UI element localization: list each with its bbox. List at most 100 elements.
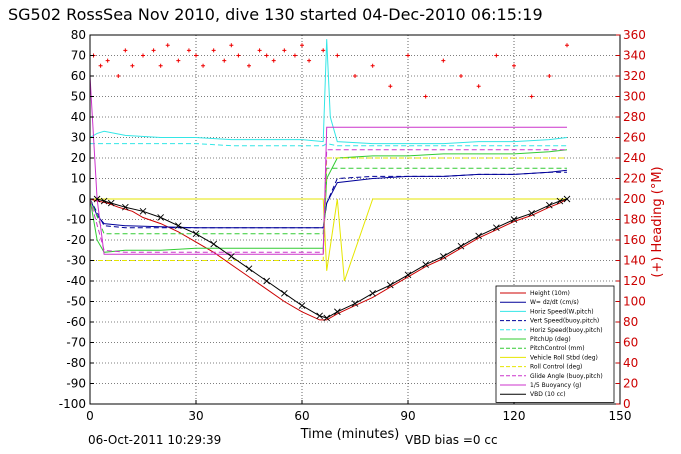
legend-label: PitchControl (mm) xyxy=(530,345,585,352)
heading-point xyxy=(151,48,156,53)
heading-point xyxy=(547,74,552,78)
series-vert-speed-buoy-pitch xyxy=(89,171,567,229)
vbd-marker xyxy=(316,312,323,320)
vbd-marker xyxy=(369,289,376,297)
vbd-marker xyxy=(556,197,564,205)
vbd-marker xyxy=(93,195,101,203)
x-tick-label: 150 xyxy=(609,409,632,423)
heading-point xyxy=(388,84,393,89)
heading-point xyxy=(512,63,516,68)
y-tick-label: -20 xyxy=(66,233,86,247)
legend-label: PitchUp (deg) xyxy=(530,336,571,343)
y-axis-label-right: (+) Heading (°M) xyxy=(650,166,665,277)
vbd-marker xyxy=(440,253,447,260)
vbd-marker xyxy=(139,207,147,215)
heading-point xyxy=(165,43,170,48)
vbd-marker xyxy=(100,197,108,205)
legend-label: Vehicle Roll Stbd (deg) xyxy=(530,354,598,361)
vbd-marker xyxy=(351,300,359,307)
heading-point xyxy=(222,58,227,63)
vbd-marker xyxy=(493,224,500,232)
chart-title: SG502 RossSea Nov 2010, dive 130 started… xyxy=(8,5,543,24)
y-tick-label: -60 xyxy=(66,315,86,329)
heading-point xyxy=(201,63,206,68)
vbd-marker xyxy=(475,232,482,240)
heading-point xyxy=(406,53,410,58)
heading-point xyxy=(211,48,216,53)
heading-point xyxy=(370,63,375,68)
y-tick-label: -90 xyxy=(66,377,86,391)
heading-point xyxy=(257,48,262,53)
y-tick-label: 60 xyxy=(71,69,86,83)
vbd-marker xyxy=(563,195,571,203)
y-right-tick-label: 60 xyxy=(623,336,638,350)
x-tick-label: 60 xyxy=(294,409,309,423)
y-right-tick-label: 240 xyxy=(623,151,646,165)
vbd-marker xyxy=(298,302,306,309)
y-tick-label: -40 xyxy=(66,274,86,288)
y-right-tick-label: 200 xyxy=(623,192,646,206)
heading-point xyxy=(186,48,191,53)
heading-point xyxy=(494,53,499,58)
vbd-marker xyxy=(228,253,235,260)
vbd-marker xyxy=(263,277,270,285)
y-right-tick-label: 80 xyxy=(623,315,638,329)
heading-point xyxy=(307,58,312,63)
y-tick-label: 50 xyxy=(71,90,86,104)
heading-point xyxy=(176,58,181,63)
vbd-marker xyxy=(210,240,217,248)
legend-box xyxy=(495,285,615,403)
y-right-tick-label: 0 xyxy=(623,397,631,411)
y-tick-label: 80 xyxy=(71,28,86,42)
series-height-10m xyxy=(89,198,568,321)
x-tick-label: 30 xyxy=(188,409,203,423)
y-tick-label: 0 xyxy=(78,192,86,206)
heading-point xyxy=(292,53,297,58)
legend-label: W= dz/dt (cm/s) xyxy=(530,299,579,306)
legend-label: Roll Control (deg) xyxy=(530,364,582,371)
footer-timestamp: 06-Oct-2011 10:29:39 xyxy=(88,433,221,447)
vbd-marker xyxy=(404,271,412,279)
heading-point xyxy=(565,43,569,48)
heading-point xyxy=(321,48,326,53)
y-right-tick-label: 100 xyxy=(623,295,646,309)
y-right-tick-label: 160 xyxy=(623,233,646,247)
y-right-tick-label: 300 xyxy=(623,90,646,104)
y-tick-label: -100 xyxy=(59,397,86,411)
legend-label: Height (10m) xyxy=(530,290,570,297)
y-right-tick-label: 20 xyxy=(623,377,638,391)
heading-point xyxy=(529,94,534,99)
heading-point xyxy=(130,63,135,68)
legend-label: VBD (10 cc) xyxy=(530,391,566,398)
heading-point xyxy=(229,43,234,48)
y-tick-label: 70 xyxy=(71,49,86,63)
legend-label: Horiz Speed(buoy,pitch) xyxy=(530,327,603,334)
heading-point xyxy=(123,48,128,53)
heading-point xyxy=(282,48,287,53)
legend-label: Horiz Speed(W,pitch) xyxy=(530,308,594,315)
y-right-tick-label: 180 xyxy=(623,213,646,227)
legend-label: 1/5 Buoyancy (g) xyxy=(530,382,581,389)
heading-point xyxy=(264,53,269,58)
heading-point xyxy=(459,74,463,78)
x-tick-label: 90 xyxy=(400,409,415,423)
x-axis-label: Time (minutes) xyxy=(300,427,400,442)
heading-point xyxy=(353,74,357,78)
heading-point xyxy=(105,58,110,63)
heading-point xyxy=(271,58,276,63)
x-tick-label: 120 xyxy=(503,409,526,423)
series-vehicle-roll-stbd-deg xyxy=(90,198,567,282)
y-right-tick-label: 120 xyxy=(623,274,646,288)
vbd-marker xyxy=(122,203,129,211)
y-tick-label: -10 xyxy=(66,213,86,227)
vbd-marker xyxy=(107,199,115,207)
y-right-tick-label: 340 xyxy=(623,49,646,63)
x-tick-label: 0 xyxy=(86,409,94,423)
heading-point xyxy=(194,53,198,58)
y-right-tick-label: 260 xyxy=(623,131,646,145)
vbd-marker xyxy=(510,216,518,223)
vbd-marker xyxy=(422,261,429,268)
vbd-marker xyxy=(175,222,182,229)
heading-point xyxy=(158,63,163,68)
